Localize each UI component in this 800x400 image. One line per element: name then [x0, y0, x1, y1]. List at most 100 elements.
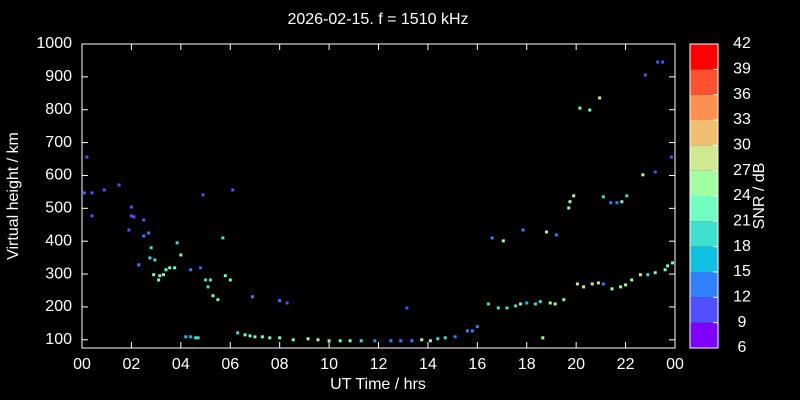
- point: [420, 338, 424, 342]
- colorbar-tick-label: 33: [733, 111, 751, 128]
- point: [436, 337, 440, 341]
- colorbar-tick-label: 27: [733, 162, 751, 179]
- point: [268, 336, 272, 340]
- x-tick-label: 10: [320, 356, 338, 373]
- colorbar-segment: [690, 170, 718, 196]
- colorbar-segment: [690, 297, 718, 323]
- y-tick-label: 500: [45, 200, 72, 217]
- point: [548, 301, 552, 305]
- x-axis-label: UT Time / hrs: [330, 376, 426, 393]
- point: [521, 228, 525, 232]
- point: [399, 339, 403, 343]
- y-tick-label: 1000: [36, 35, 72, 52]
- point: [615, 201, 619, 205]
- point: [453, 335, 457, 339]
- y-tick-label: 100: [45, 331, 72, 348]
- point: [132, 215, 136, 219]
- point: [373, 339, 377, 343]
- colorbar-tick-label: 9: [738, 314, 747, 331]
- x-tick-label: 18: [518, 356, 536, 373]
- point: [223, 274, 227, 278]
- point: [538, 300, 542, 304]
- colorbar-segment: [690, 196, 718, 222]
- point: [85, 155, 89, 159]
- point: [428, 339, 432, 343]
- point: [168, 266, 172, 270]
- point: [147, 231, 151, 235]
- point: [475, 325, 479, 329]
- point: [490, 236, 494, 240]
- x-tick-label: 00: [73, 356, 91, 373]
- point: [173, 266, 177, 270]
- point: [221, 236, 225, 240]
- point: [663, 268, 667, 272]
- point: [465, 329, 469, 333]
- point: [661, 60, 665, 64]
- point: [410, 339, 414, 343]
- point: [208, 278, 212, 282]
- point: [149, 246, 153, 250]
- point: [278, 299, 282, 303]
- x-tick-label: 06: [221, 356, 239, 373]
- colorbar-segment: [690, 246, 718, 272]
- y-tick-label: 700: [45, 134, 72, 151]
- y-tick-label: 800: [45, 101, 72, 118]
- point: [601, 195, 605, 199]
- colorbar-label: SNR / dB: [751, 163, 768, 230]
- point: [306, 337, 310, 341]
- point: [199, 266, 203, 270]
- point: [554, 233, 558, 237]
- point: [630, 278, 634, 282]
- x-tick-label: 00: [666, 356, 684, 373]
- point: [567, 206, 571, 210]
- colorbar-tick-label: 21: [733, 213, 751, 230]
- colorbar-tick-label: 15: [733, 263, 751, 280]
- colorbar-tick-label: 36: [733, 86, 751, 103]
- point: [582, 285, 586, 289]
- point: [625, 194, 629, 198]
- point: [157, 278, 161, 282]
- colorbar-tick-label: 30: [733, 137, 751, 154]
- point: [470, 329, 474, 333]
- point: [575, 282, 579, 286]
- point: [514, 304, 518, 308]
- colorbar-segment: [690, 322, 718, 348]
- colorbar-tick-label: 18: [733, 238, 751, 255]
- y-axis-label: Virtual height / km: [5, 132, 22, 260]
- y-tick-label: 900: [45, 68, 72, 85]
- point: [142, 234, 146, 238]
- point: [601, 282, 605, 286]
- point: [201, 193, 205, 197]
- point: [656, 60, 660, 64]
- point: [646, 273, 650, 277]
- point: [291, 338, 295, 342]
- point: [619, 285, 623, 289]
- x-tick-label: 16: [468, 356, 486, 373]
- point: [596, 281, 600, 285]
- colorbar-segment: [690, 221, 718, 247]
- point: [572, 194, 576, 198]
- point: [327, 339, 331, 343]
- y-tick-label: 600: [45, 167, 72, 184]
- point: [196, 336, 200, 340]
- point: [671, 261, 675, 265]
- point: [620, 200, 624, 204]
- point: [175, 241, 179, 245]
- point: [243, 333, 247, 337]
- point: [129, 214, 133, 218]
- point: [533, 302, 537, 306]
- point: [568, 200, 572, 204]
- point: [545, 230, 549, 234]
- point: [90, 214, 94, 218]
- x-tick-label: 20: [567, 356, 585, 373]
- x-tick-label: 08: [271, 356, 289, 373]
- point: [666, 264, 670, 268]
- colorbar-segment: [690, 120, 718, 146]
- point: [189, 268, 193, 272]
- colorbar-tick-label: 6: [738, 339, 747, 356]
- point: [82, 191, 86, 195]
- colorbar-segment: [690, 69, 718, 95]
- point: [624, 283, 628, 287]
